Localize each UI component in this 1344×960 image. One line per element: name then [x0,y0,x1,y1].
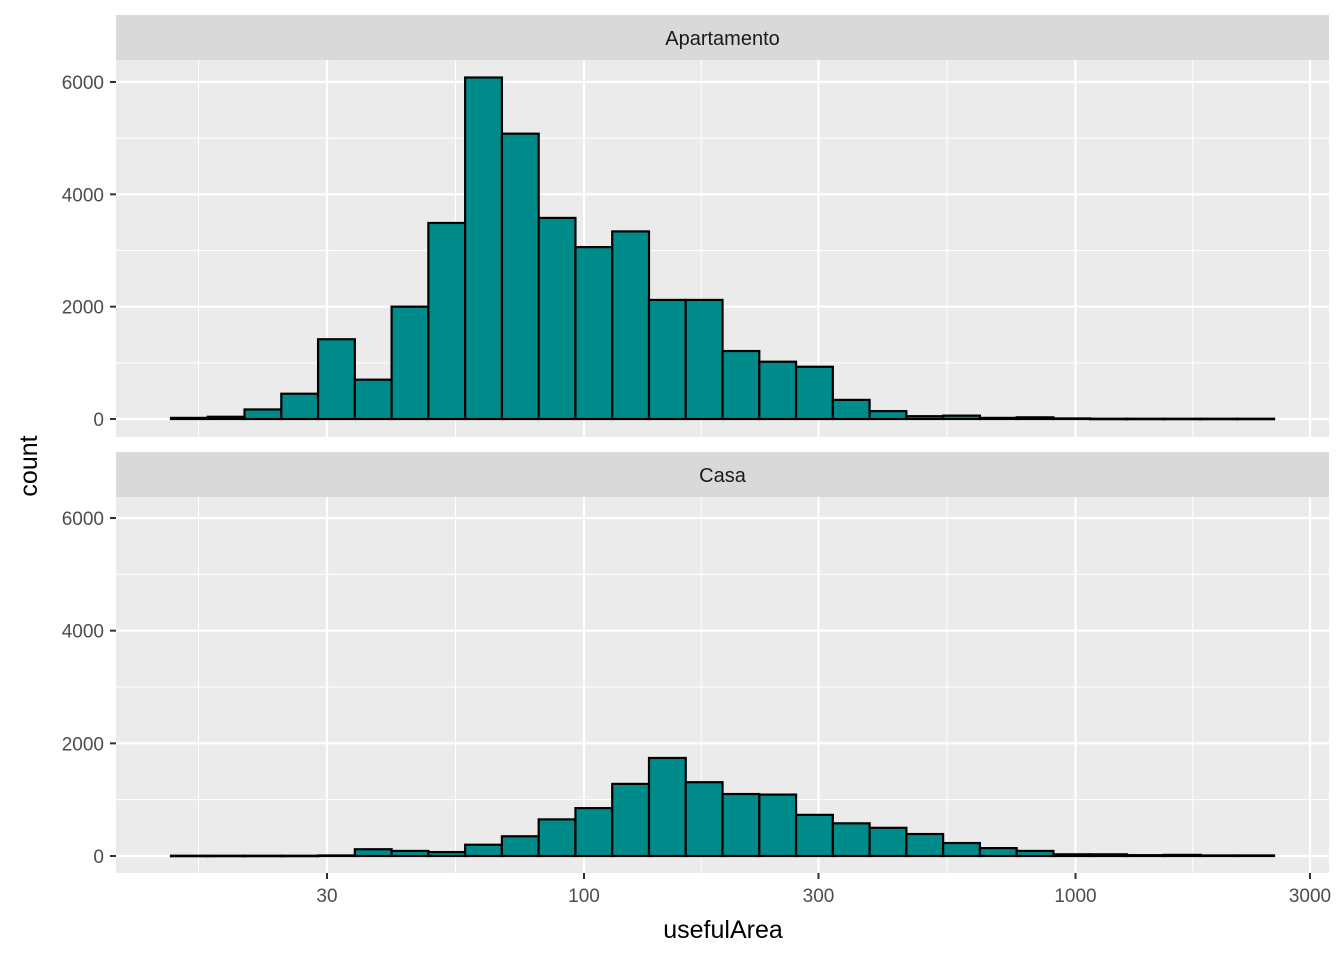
histogram-bar [243,854,283,858]
histogram-bar [942,414,982,421]
histogram-bar [831,398,871,421]
histogram-bar [390,305,430,421]
facet-panel-0: Apartamento 0 2000 4000 6000 [62,15,1329,437]
facet-strip-label: Apartamento [665,28,780,50]
histogram-bar [206,415,246,421]
histogram-bar [169,416,209,421]
histogram-bar [978,416,1018,421]
y-tick-label: 4000 [62,622,104,643]
histogram-bar [905,832,945,858]
y-tick-label: 4000 [62,185,104,206]
histogram-bar [537,818,577,858]
histogram-bar [243,408,283,421]
x-tick-label: 3000 [1289,886,1331,907]
histogram-bar [206,854,246,858]
histogram-bar [794,813,834,858]
histogram-bar [1089,417,1129,421]
facet-strip [116,452,1329,497]
histogram-bar [1162,417,1202,421]
histogram-bar [684,781,724,858]
histogram-bar [868,826,908,858]
y-tick-label: 2000 [62,298,104,319]
x-tick-label: 100 [568,886,600,907]
facet-strip [116,15,1329,60]
histogram-bar [500,132,540,421]
histogram-bar [978,847,1018,858]
histogram-bar [721,349,761,421]
histogram-bar [280,392,320,421]
histogram-bar [684,298,724,421]
x-axis-title: usefulArea [663,916,783,944]
histogram-bar [427,221,467,421]
histogram-bar [1015,416,1055,421]
x-tick-label: 30 [316,886,337,907]
histogram-bar [353,378,393,421]
histogram-bar [647,298,687,421]
histogram-bar [1199,854,1239,858]
histogram-bar [831,822,871,858]
histogram-bar [1125,417,1165,421]
histogram-bar [868,410,908,421]
histogram-bar [721,792,761,858]
y-tick-label: 0 [93,847,104,868]
histogram-bar [611,230,651,421]
histogram-bar [905,415,945,421]
histogram-bar [574,246,614,421]
x-tick-label: 1000 [1054,886,1096,907]
histogram-bar [942,841,982,858]
histogram-bar [537,216,577,421]
histogram-bar [611,782,651,858]
histogram-bar [316,854,356,858]
y-tick-label: 6000 [62,509,104,530]
histogram-bar [1015,849,1055,858]
histogram-bar [464,76,504,421]
histogram-bar [353,848,393,858]
y-tick-label: 2000 [62,734,104,755]
histogram-bar [1162,853,1202,858]
histogram-bar [390,849,430,858]
histogram-bar [1199,417,1239,421]
histogram-bar [758,360,798,421]
histogram-bar [758,793,798,858]
histogram-bar [1236,854,1276,858]
x-tick-label: 300 [803,886,835,907]
histogram-bar [1236,417,1276,421]
histogram-bar [464,843,504,858]
histogram-bar [427,850,467,858]
y-tick-label: 0 [93,410,104,431]
histogram-bar [1052,853,1092,858]
histogram-bar [280,854,320,858]
facet-strip-label: Casa [699,465,747,487]
y-axis-title: count [15,435,43,496]
histogram-bar [1125,854,1165,858]
histogram-bar [1052,417,1092,421]
histogram-bar [316,338,356,421]
histogram-bar [794,365,834,421]
facet-panel-1: Casa 0 2000 4000 6000 [62,452,1329,873]
histogram-bar [1089,853,1129,858]
y-tick-label: 6000 [62,73,104,94]
histogram-bar [500,835,540,858]
histogram-bar [574,807,614,858]
histogram-bar [647,756,687,858]
histogram-bar [169,854,209,858]
